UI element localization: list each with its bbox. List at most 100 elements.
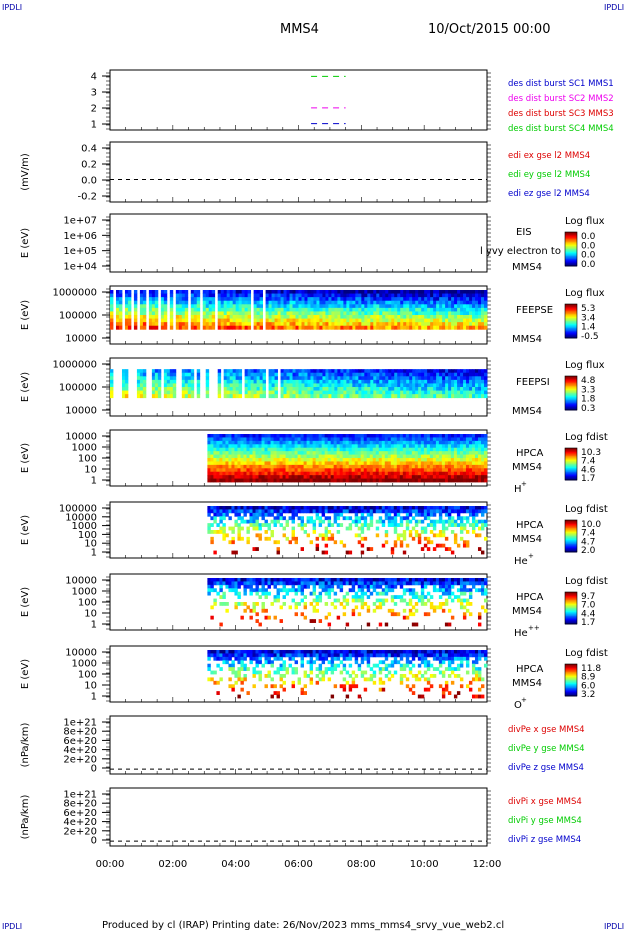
spectrogram-cell <box>309 440 314 445</box>
y-tick-label: 1 <box>91 620 97 631</box>
spectrogram-cell <box>391 322 395 327</box>
spectrogram-cell <box>414 458 419 462</box>
spectrogram-cell <box>297 440 301 445</box>
spectrogram-cell <box>349 390 353 395</box>
spectrogram-cell <box>354 458 359 462</box>
spectrogram-cell <box>276 598 280 603</box>
spectrogram-cell <box>219 595 223 599</box>
spectrogram-cell <box>139 387 144 391</box>
spectrogram-cell <box>369 523 374 527</box>
spectrogram-cell <box>435 451 440 455</box>
spectrogram-cell <box>373 379 377 384</box>
spectrogram-cell <box>447 523 452 527</box>
spectrogram-cell <box>244 379 249 384</box>
spectrogram-cell <box>267 578 271 582</box>
spectrogram-cell <box>337 369 341 374</box>
spectrogram-cell <box>289 376 293 381</box>
spectrogram-cell <box>483 523 488 527</box>
spectrogram-cell <box>300 526 305 531</box>
spectrogram-cell <box>340 290 344 294</box>
spectrogram-cell <box>151 315 156 319</box>
spectrogram-cell <box>423 440 428 445</box>
spectrogram-cell <box>273 598 277 603</box>
spectrogram-cell <box>367 311 371 316</box>
spectrogram-cell <box>267 444 271 449</box>
spectrogram-cell <box>369 434 374 438</box>
spectrogram-cell <box>459 526 464 531</box>
spectrogram-cell <box>481 379 485 384</box>
spectrogram-cell <box>354 478 359 483</box>
spectrogram-cell <box>333 478 338 483</box>
spectrogram-cell <box>229 300 234 305</box>
spectrogram-cell <box>336 444 341 449</box>
spectrogram-cell <box>264 475 268 479</box>
spectrogram-cell <box>370 300 374 305</box>
spectrogram-cell <box>205 315 210 319</box>
spectrogram-cell <box>345 509 350 514</box>
spectrogram-cell <box>234 454 238 459</box>
spectrogram-cell <box>402 530 407 534</box>
spectrogram-cell <box>316 394 320 399</box>
spectrogram-cell <box>450 471 455 476</box>
spectrogram-cell <box>453 444 458 449</box>
spectrogram-cell <box>444 475 449 479</box>
spectrogram-cell <box>232 390 237 395</box>
spectrogram-cell <box>477 533 482 538</box>
spectrogram-cell <box>333 464 338 469</box>
spectrogram-cell <box>408 434 413 438</box>
spectrogram-cell <box>426 540 431 545</box>
spectrogram-cell <box>238 390 243 395</box>
y-tick-label: 0.0 <box>81 176 97 187</box>
spectrogram-cell <box>243 591 247 596</box>
spectrogram-cell <box>345 602 350 606</box>
spectrogram-cell <box>303 602 308 606</box>
spectrogram-cell <box>303 454 308 459</box>
spectrogram-cell <box>351 461 356 466</box>
spectrogram-cell <box>295 387 299 391</box>
spectrogram-cell <box>352 383 356 388</box>
spectrogram-cell <box>124 390 129 395</box>
spectrogram-cell <box>295 300 299 305</box>
spectrogram-cell <box>390 461 395 466</box>
spectrogram-cell <box>480 434 485 438</box>
spectrogram-cell <box>148 325 153 330</box>
spectrogram-cell <box>448 297 452 302</box>
spectrogram-cell <box>472 322 476 327</box>
ion-label: He <box>514 628 528 639</box>
spectrogram-cell <box>280 325 284 330</box>
spectrogram-cell <box>384 451 389 455</box>
spectrogram-cell <box>124 300 129 305</box>
spectrogram-cell <box>423 461 428 466</box>
spectrogram-cell <box>420 434 425 438</box>
spectrogram-cell <box>253 379 258 384</box>
spectrogram-cell <box>403 322 407 327</box>
spectrogram-cell <box>390 434 395 438</box>
spectrogram-cell <box>315 478 320 483</box>
spectrogram-cell <box>457 318 461 323</box>
spectrogram-cell <box>151 290 156 294</box>
spectrogram-cell <box>454 325 458 330</box>
spectrogram-cell <box>297 468 301 473</box>
spectrogram-cell <box>420 440 425 445</box>
spectrogram-cell <box>261 451 265 455</box>
spectrogram-cell <box>300 444 305 449</box>
spectrogram-cell <box>223 383 228 388</box>
spectrogram-cell <box>208 325 213 330</box>
spectrogram-cell <box>300 612 305 617</box>
spectrogram-cell <box>283 300 287 305</box>
spectrogram-cell <box>351 608 356 613</box>
spectrogram-cell <box>408 509 413 514</box>
spectrogram-cell <box>279 578 283 582</box>
spectrogram-cell <box>429 530 434 534</box>
spectrogram-cell <box>387 434 392 438</box>
spectrogram-cell <box>352 376 356 381</box>
spectrogram-cell <box>324 526 329 531</box>
spectrogram-cell <box>319 311 323 316</box>
spectrogram-cell <box>414 464 419 469</box>
spectrogram-cell <box>462 478 467 483</box>
spectrogram-cell <box>184 383 189 388</box>
spectrogram-cell <box>207 464 211 469</box>
spectrogram-cell <box>420 519 425 524</box>
colorbar-cell <box>565 376 577 378</box>
